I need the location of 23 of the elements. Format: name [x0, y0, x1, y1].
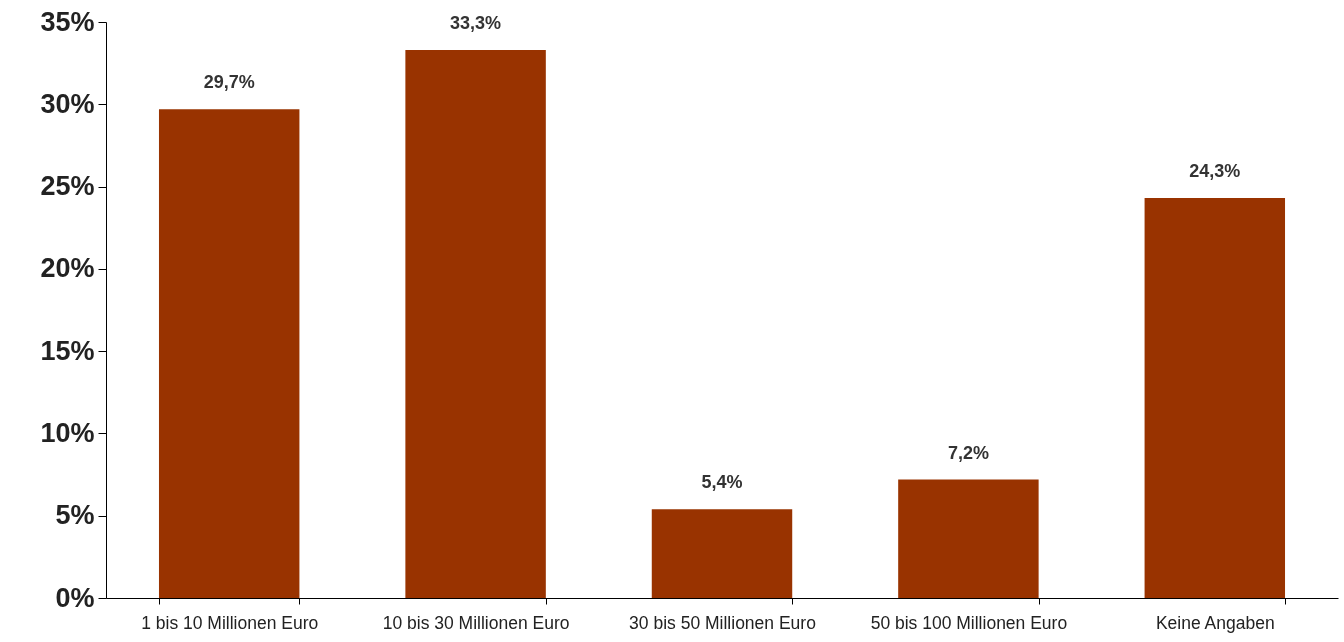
data-label: 24,3% [1189, 161, 1241, 182]
x-tick-label: 10 bis 30 Millionen Euro [382, 612, 570, 633]
y-tick-label: 0% [55, 582, 95, 613]
y-tick-label: 10% [40, 417, 95, 448]
x-tick-label: 50 bis 100 Millionen Euro [870, 612, 1068, 633]
data-label: 5,4% [701, 472, 743, 493]
y-tick-label: 20% [40, 253, 95, 284]
x-tick-label: 1 bis 10 Millionen Euro [141, 612, 319, 633]
y-tick-label: 15% [40, 335, 95, 366]
data-label: 33,3% [450, 12, 502, 33]
data-label: 7,2% [947, 442, 989, 463]
data-label: 29,7% [203, 72, 255, 93]
y-tick-label: 5% [55, 500, 95, 531]
y-tick-label: 35% [40, 6, 95, 37]
x-tick-label: Keine Angaben [1155, 612, 1275, 633]
bar [651, 509, 793, 598]
x-tick-label: 30 bis 50 Millionen Euro [629, 612, 816, 633]
bar [898, 479, 1039, 598]
bar [405, 49, 546, 598]
y-tick-label: 25% [40, 171, 95, 202]
bar [158, 109, 300, 598]
bar [1144, 198, 1286, 598]
y-tick-label: 30% [40, 88, 95, 119]
